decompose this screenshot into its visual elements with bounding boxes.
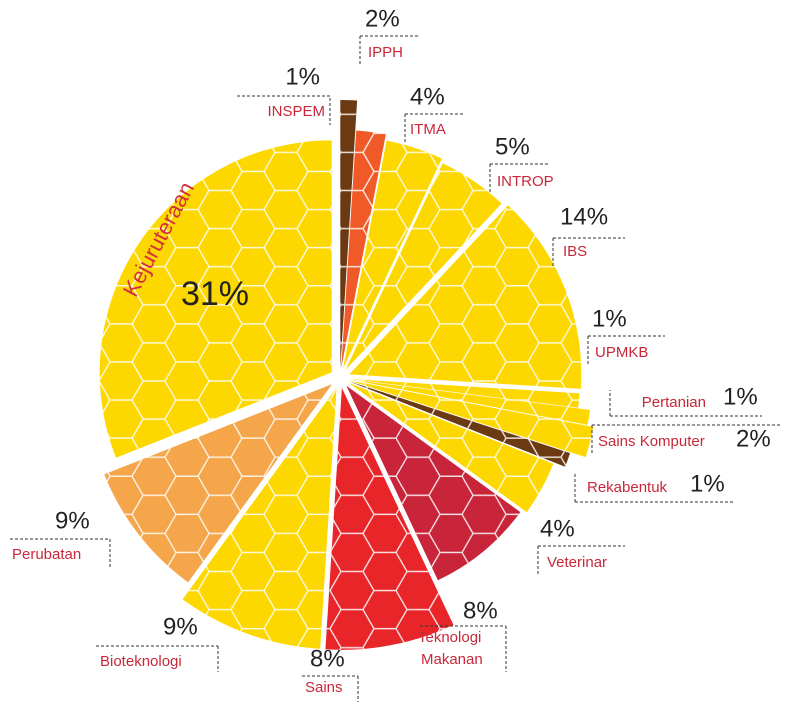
honeycomb xyxy=(182,387,337,649)
slice-group xyxy=(349,380,594,458)
slice-group xyxy=(325,387,454,650)
slice-group xyxy=(348,382,554,513)
leader-line xyxy=(96,645,219,672)
category-label: Veterinar xyxy=(547,554,607,571)
leader-line xyxy=(420,625,507,672)
percent-label: 1% xyxy=(285,63,320,90)
slice-group xyxy=(182,387,337,649)
category-label: ITMA xyxy=(410,121,446,138)
honeycomb xyxy=(345,163,502,370)
category-label: Sains xyxy=(305,679,343,696)
slice-group xyxy=(343,140,442,369)
leader-line xyxy=(10,538,111,568)
slice-group xyxy=(349,378,580,408)
slice-group xyxy=(345,163,502,370)
category-label: INTROP xyxy=(497,173,554,190)
percent-label: 1% xyxy=(592,305,627,332)
percent-label: 1% xyxy=(690,470,725,497)
slice-group xyxy=(341,130,386,369)
slice-group xyxy=(340,100,358,369)
percent-label: 8% xyxy=(310,645,345,672)
leader-line xyxy=(537,545,625,575)
honeycomb xyxy=(349,379,590,425)
percent-label: 8% xyxy=(463,597,498,624)
category-label: IPPH xyxy=(368,44,403,61)
honeycomb xyxy=(341,130,386,369)
leader-line xyxy=(237,95,331,125)
slice-group xyxy=(349,205,582,389)
leader-line xyxy=(404,113,465,142)
percent-label: 1% xyxy=(723,383,758,410)
percent-label: 4% xyxy=(540,515,575,542)
honeycomb xyxy=(348,382,554,513)
percent-label: 4% xyxy=(410,83,445,110)
leader-line xyxy=(587,335,665,365)
category-label: UPMKB xyxy=(595,344,648,361)
category-label: Rekabentuk xyxy=(587,479,668,496)
category-label: Sains Komputer xyxy=(598,433,705,450)
category-label: Pertanian xyxy=(642,394,706,411)
honeycomb xyxy=(349,205,582,389)
slice-group xyxy=(349,381,571,467)
percent-label: 31% xyxy=(181,275,249,313)
percent-label: 14% xyxy=(560,203,608,230)
honeycomb xyxy=(349,378,580,408)
honeycomb xyxy=(349,380,594,458)
category-label: Bioteknologi xyxy=(100,653,182,670)
leader-line xyxy=(552,237,625,268)
percent-label: 2% xyxy=(736,425,771,452)
honeycomb xyxy=(343,140,442,369)
slice-group xyxy=(346,385,521,581)
slice-group xyxy=(99,140,332,458)
leader-line xyxy=(302,675,359,702)
honeycomb xyxy=(346,385,521,581)
percent-label: 9% xyxy=(55,507,90,534)
category-label: Perubatan xyxy=(12,546,81,563)
leader-line xyxy=(574,474,735,503)
slice-group xyxy=(349,379,590,425)
honeycomb xyxy=(325,387,454,650)
percent-label: 2% xyxy=(365,5,400,32)
percent-label: 5% xyxy=(495,133,530,160)
leader-line xyxy=(609,390,762,417)
slice-group xyxy=(104,384,333,583)
category-label: IBS xyxy=(563,243,587,260)
honeycomb xyxy=(349,381,571,467)
leader-line xyxy=(489,163,550,192)
category-label: INSPEM xyxy=(267,103,325,120)
leader-line xyxy=(359,35,420,64)
category-label: Teknologi Makanan xyxy=(418,629,483,668)
honeycomb xyxy=(99,140,332,458)
percent-label: 9% xyxy=(163,613,198,640)
honeycomb xyxy=(340,100,358,369)
leader-line xyxy=(591,424,780,455)
honeycomb xyxy=(104,384,333,583)
